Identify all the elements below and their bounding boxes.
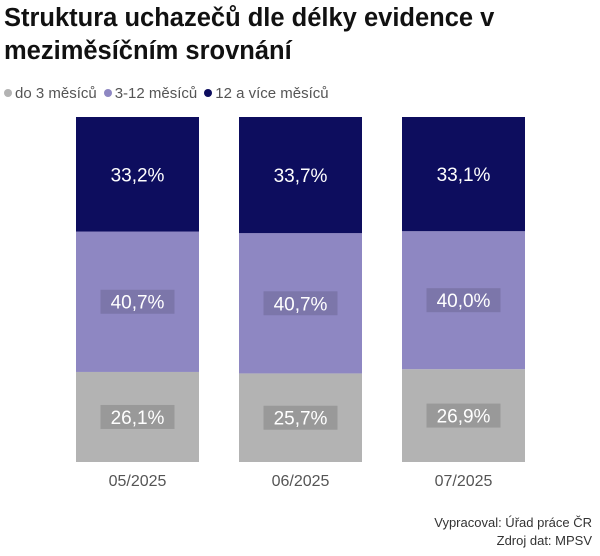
bar-segment [239,117,362,234]
legend-label: 12 a více měsíců [215,84,329,102]
data-label-background [426,403,501,428]
data-label: 40,7% [111,293,165,314]
data-label: 26,1% [111,408,165,429]
legend-label: 3-12 měsíců [114,84,198,102]
bar-segment [402,369,525,462]
author-note: Vypracoval: Úřad práce ČR [434,515,592,530]
data-label: 33,7% [274,166,328,187]
data-label-background [263,291,338,316]
stacked-bar-chart: 26,1% 40,7% 33,2% 05/2025 25,7% 40,7% 33,7% 06/… [76,117,525,490]
data-label: 40,0% [437,291,491,312]
chart-footer: Vypracoval: Úřad práce ČR Zdroj dat: MPS… [434,514,592,550]
bar-segment [76,117,199,232]
data-label: 25,7% [274,409,328,430]
chart-title: Struktura uchazečů dle délky evidence v … [4,4,495,65]
legend-item-3-12-mesicu: 3-12 měsíců [103,84,198,102]
legend-label: do 3 měsíců [15,84,97,102]
legend-item-do-3-mesicu: do 3 měsíců [4,85,97,102]
chart-legend: do 3 měsíců 3-12 měsíců 12 a více měsíců [4,82,336,104]
bar-segment [402,117,525,232]
bar-segment [76,371,199,462]
bar-segment [76,231,199,372]
data-label-background [100,404,175,429]
legend-swatch [204,89,213,97]
source-note: Zdroj dat: MPSV [496,533,592,548]
data-label-background [263,405,338,430]
legend-swatch [4,89,12,97]
data-label: 33,2% [111,165,165,186]
data-label-background [426,288,501,313]
data-label-background [100,289,175,314]
data-label: 40,7% [274,294,328,315]
x-tick-label: 07/2025 [435,473,493,490]
legend-item-12-a-vice-mesicu: 12 a více měsíců [204,84,329,102]
legend-swatch [103,89,112,97]
bar-segment [402,231,525,370]
data-label: 26,9% [437,407,491,428]
data-label: 33,1% [437,165,491,186]
x-tick-label: 05/2025 [109,473,167,490]
bar-segment [239,233,362,374]
bar-segment [239,373,362,462]
x-tick-label: 06/2025 [272,473,330,490]
